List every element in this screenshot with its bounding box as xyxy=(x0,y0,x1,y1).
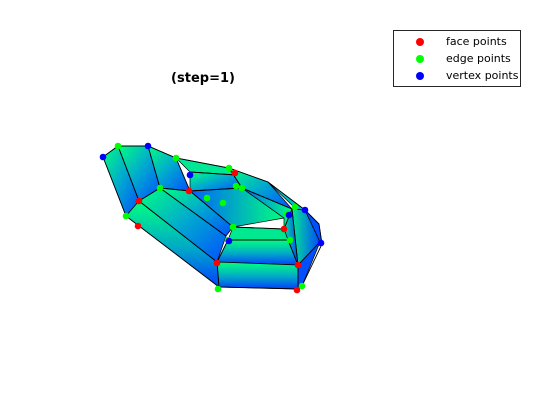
mesh-edge xyxy=(216,239,299,266)
mesh-face xyxy=(216,261,299,290)
face-point xyxy=(293,286,301,294)
mesh-edge xyxy=(175,157,191,192)
mesh-edge xyxy=(291,208,299,266)
legend-label: edge points xyxy=(446,52,511,65)
face-points-marker xyxy=(416,38,424,46)
mesh-edge xyxy=(159,187,227,237)
edge-point xyxy=(291,203,299,211)
mesh-edge xyxy=(189,171,237,176)
vertex-points xyxy=(99,142,325,247)
face-point xyxy=(294,261,302,269)
edge-point xyxy=(286,236,294,244)
edge-point xyxy=(229,223,237,231)
edge-point xyxy=(238,184,246,192)
legend-item-vertex-points: vertex points xyxy=(394,68,522,84)
edge-point xyxy=(203,194,211,202)
legend: face points edge points vertex points xyxy=(393,30,521,87)
face-point xyxy=(213,259,221,267)
edge-point xyxy=(114,142,122,150)
edge-point xyxy=(156,184,164,192)
vertex-point xyxy=(186,171,194,179)
legend-label: face points xyxy=(446,35,507,48)
face-point xyxy=(231,169,239,177)
edge-point xyxy=(225,164,233,172)
edge-point xyxy=(214,285,222,293)
edge-points xyxy=(114,142,306,293)
legend-item-edge-points: edge points xyxy=(394,51,522,67)
face-point xyxy=(134,222,142,230)
edge-point xyxy=(172,154,180,162)
mesh-edge xyxy=(147,145,161,189)
edge-points-marker xyxy=(416,55,424,63)
mesh-edge xyxy=(117,145,140,202)
face-point xyxy=(280,225,288,233)
mesh-edge xyxy=(228,167,243,189)
edge-point xyxy=(219,199,227,207)
legend-label: vertex points xyxy=(446,69,519,82)
face-point xyxy=(185,187,193,195)
vertex-point xyxy=(285,211,293,219)
mesh-edge xyxy=(297,241,321,266)
mesh-edge xyxy=(102,145,323,290)
mesh-surface xyxy=(102,145,323,290)
vertex-point xyxy=(301,206,309,214)
vertex-points-marker xyxy=(416,72,424,80)
edge-point xyxy=(122,212,130,220)
mesh-edge xyxy=(189,190,234,228)
mesh-edge xyxy=(232,226,285,230)
edge-point xyxy=(298,282,306,290)
face-point xyxy=(135,197,143,205)
vertex-point xyxy=(317,239,325,247)
mesh-edge xyxy=(138,200,218,263)
legend-item-face-points: face points xyxy=(394,34,522,50)
edge-point xyxy=(232,182,240,190)
vertex-point xyxy=(225,237,233,245)
face-points xyxy=(134,169,302,294)
vertex-point xyxy=(99,153,107,161)
plot-title: (step=1) xyxy=(171,71,235,86)
vertex-point xyxy=(144,142,152,150)
